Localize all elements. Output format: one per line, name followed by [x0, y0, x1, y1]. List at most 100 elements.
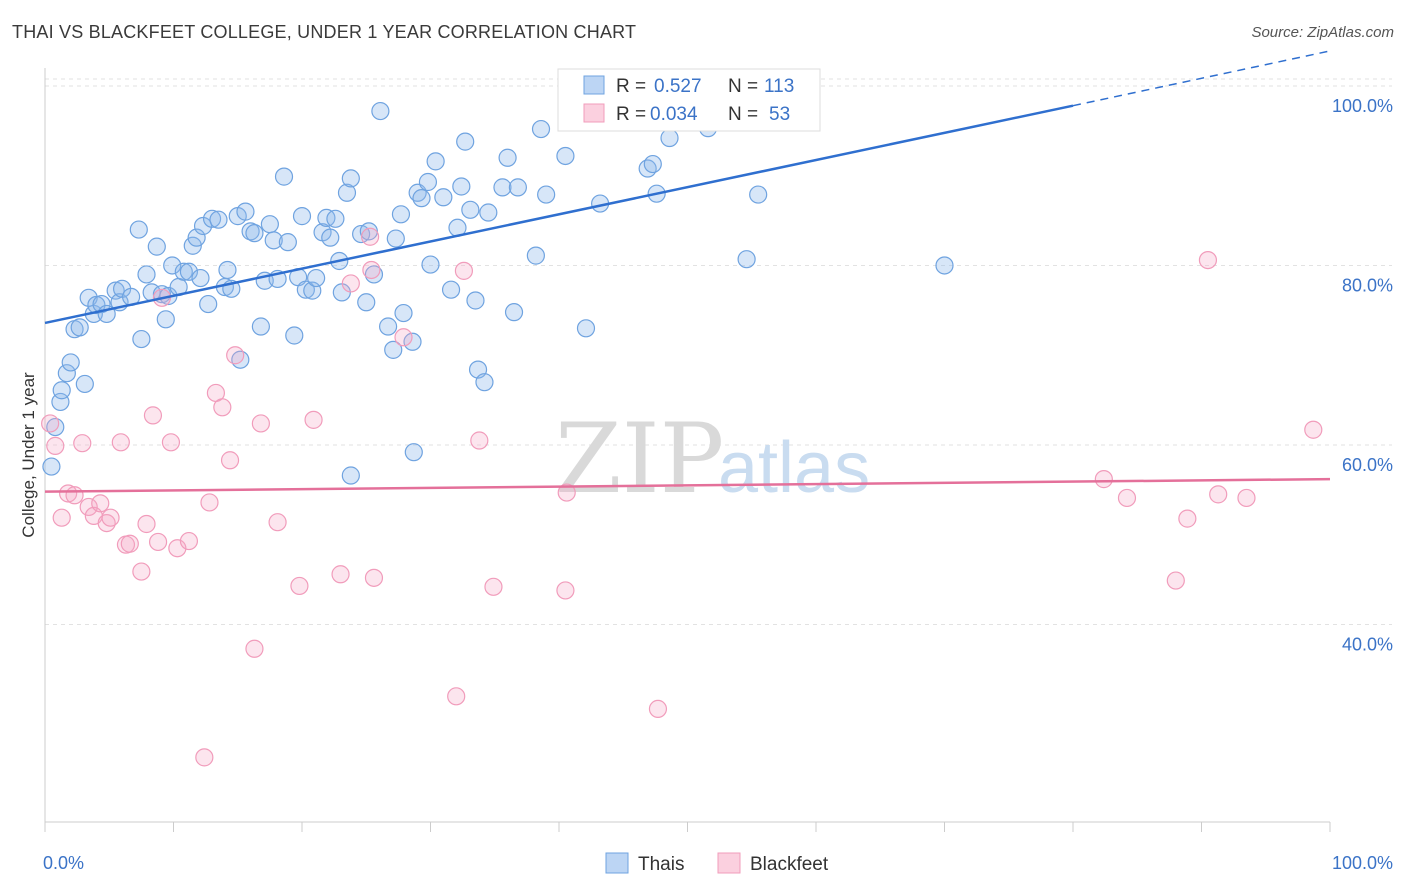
thai-point — [321, 228, 340, 247]
blackfeet-point — [245, 639, 264, 658]
axes — [44, 68, 1331, 832]
blackfeet-point — [200, 493, 219, 512]
blackfeet-point — [1166, 571, 1185, 590]
blackfeet-point — [213, 398, 232, 417]
thai-point — [137, 265, 156, 284]
y-tick-label: 100.0% — [1332, 96, 1393, 116]
blackfeet-point — [394, 328, 413, 347]
stats-legend: R = 0.527 N = 113 R = 0.034 N = 53 — [557, 68, 821, 132]
blackfeet-point — [226, 346, 245, 365]
stats-n-value-thai: 113 — [764, 76, 794, 97]
thai-point — [456, 132, 475, 151]
thai-point — [174, 262, 193, 281]
thai-point — [526, 246, 545, 265]
watermark: ZIP atlas — [555, 403, 870, 515]
thai-point — [452, 177, 471, 196]
thai-point — [70, 318, 89, 337]
trend-lines — [44, 50, 1331, 493]
blackfeet-point — [179, 531, 199, 551]
blackfeet-point — [557, 483, 576, 502]
thai-trend-extension — [1072, 50, 1331, 107]
thai-point — [404, 443, 423, 462]
thai-point — [156, 310, 175, 329]
y-tick-labels: 100.0% 80.0% 60.0% 40.0% — [1332, 96, 1393, 655]
blackfeet-point — [361, 227, 380, 246]
stats-r-label-thai: R = — [616, 76, 646, 97]
thai-point — [371, 101, 390, 121]
thai-point — [391, 205, 411, 224]
thai-point — [57, 364, 76, 383]
stats-n-value-blackfeet: 53 — [769, 104, 790, 125]
thai-point — [218, 260, 237, 280]
thai-point — [245, 224, 264, 243]
thai-point — [296, 280, 315, 299]
thai-point — [643, 154, 662, 174]
thai-point — [412, 189, 431, 208]
thai-trend-line — [44, 104, 1074, 325]
blackfeet-point — [1094, 470, 1113, 489]
thai-point — [191, 268, 210, 288]
thai-point — [357, 293, 376, 312]
stats-n-label-blackfeet: N = — [728, 104, 758, 125]
thai-point — [46, 417, 65, 437]
thai-point — [52, 381, 71, 400]
thai-point — [87, 295, 106, 315]
y-tick-label: 60.0% — [1342, 455, 1393, 475]
blackfeet-point — [470, 431, 489, 450]
thai-point — [403, 332, 422, 351]
blackfeet-point — [304, 410, 323, 429]
stats-r-value-blackfeet: 0.034 — [650, 104, 698, 125]
thai-point — [434, 188, 453, 207]
blackfeet-point — [143, 406, 163, 425]
y-axis-label: College, Under 1 year — [19, 372, 38, 538]
thai-point — [202, 209, 222, 228]
thai-point — [307, 268, 326, 288]
blackfeet-point — [59, 484, 78, 503]
thai-point — [92, 294, 111, 314]
blackfeet-point — [73, 434, 92, 453]
thai-point — [531, 119, 551, 139]
blackfeet-point — [1209, 485, 1228, 504]
blackfeet-point — [161, 433, 181, 452]
y-tick-label: 40.0% — [1342, 635, 1393, 655]
thai-point — [264, 231, 283, 250]
series-legend: Thais Blackfeet — [605, 852, 829, 875]
blackfeet-point — [454, 261, 474, 280]
source-credit: Source: ZipAtlas.com — [1251, 24, 1394, 41]
blackfeet-point — [195, 748, 214, 767]
thai-point — [466, 291, 485, 310]
thai-point — [292, 207, 312, 226]
blackfeet-point — [331, 565, 350, 584]
thai-point — [441, 280, 461, 299]
blackfeet-point — [46, 436, 65, 455]
blackfeet-point — [556, 581, 575, 600]
thai-point — [147, 237, 166, 256]
thai-point — [163, 256, 182, 275]
watermark-atlas: atlas — [718, 428, 870, 508]
thai-point — [576, 319, 596, 338]
thai-point — [42, 457, 61, 476]
series-legend-swatch-thai — [605, 852, 629, 874]
thai-point — [61, 353, 80, 372]
thai-point — [386, 229, 405, 248]
blackfeet-point — [447, 687, 466, 706]
blackfeet-point — [91, 494, 110, 513]
thai-point — [384, 340, 403, 359]
thai-point — [504, 303, 524, 322]
thai-point — [209, 210, 228, 229]
thai-point — [179, 262, 199, 281]
thai-point — [418, 172, 438, 192]
blackfeet-point — [341, 274, 360, 293]
x-tick-labels: 0.0% 100.0% — [43, 853, 1393, 873]
blackfeet-point — [168, 539, 187, 558]
thai-point — [749, 185, 768, 204]
thai-point — [187, 228, 206, 247]
thai-point — [475, 373, 494, 392]
thai-point — [498, 148, 517, 167]
stats-r-value-thai: 0.527 — [654, 76, 702, 97]
thai-point — [132, 329, 151, 349]
x-tick-label: 0.0% — [43, 853, 84, 873]
chart-title: THAI VS BLACKFEET COLLEGE, UNDER 1 YEAR … — [12, 22, 637, 42]
blackfeet-points — [41, 227, 1323, 767]
